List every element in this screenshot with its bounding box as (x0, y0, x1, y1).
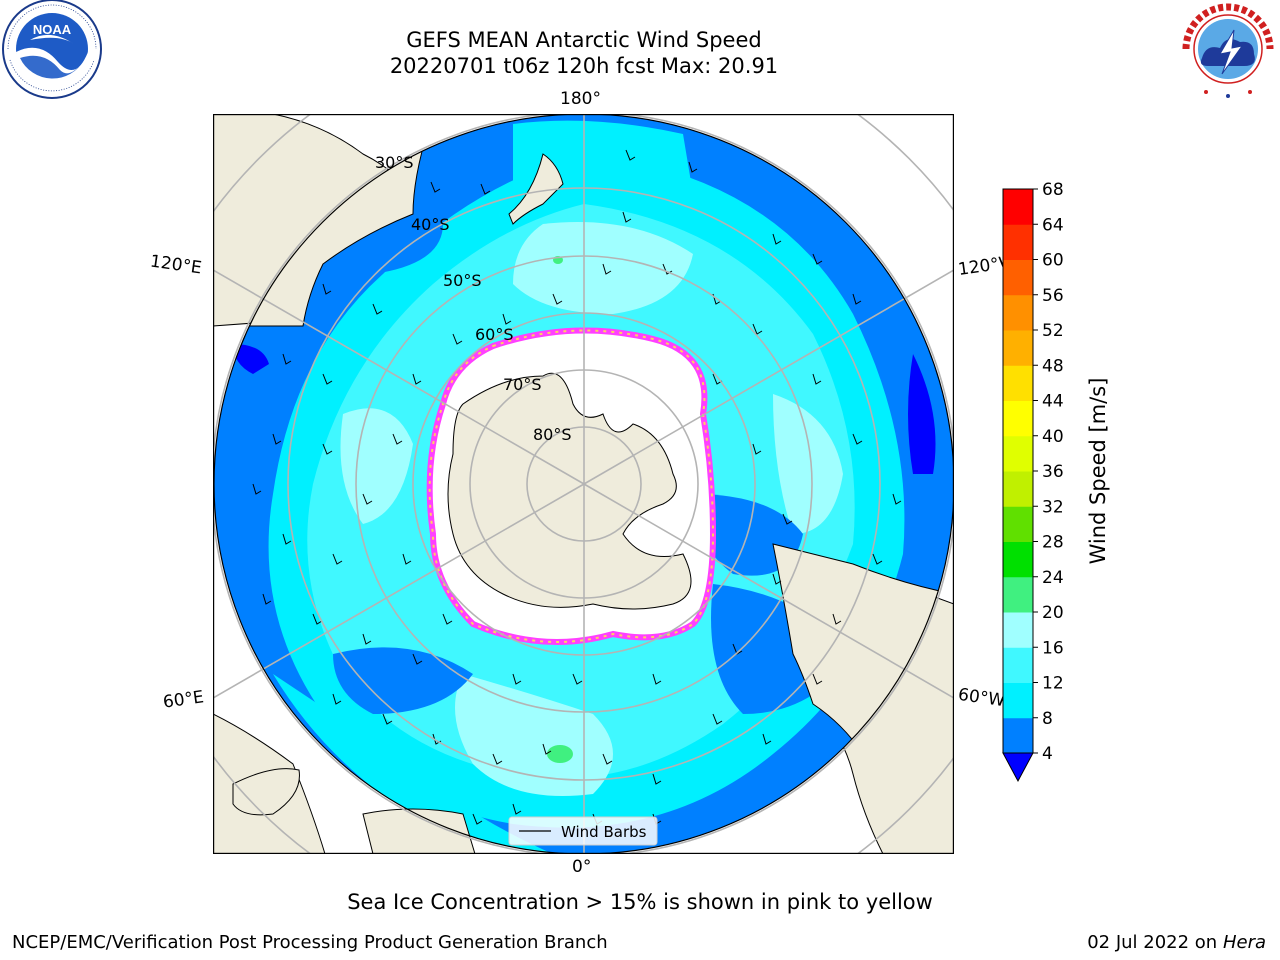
graticule (213, 114, 954, 854)
lat-label-80s: 80°S (533, 425, 572, 444)
land-corner-tl (213, 114, 253, 134)
footer-date-text: 02 Jul 2022 on (1087, 932, 1218, 953)
lat-label-30s: 30°S (375, 153, 414, 172)
lat-label-70s: 70°S (503, 375, 542, 394)
polar-map: 30°S 40°S 50°S 60°S 70°S 80°S Wind Barbs (213, 114, 954, 854)
lon-label-180: 180° (560, 89, 601, 109)
colorbar-tick-label: 40 (1042, 427, 1064, 447)
colorbar-block (1003, 330, 1033, 366)
colorbar-block (1003, 189, 1033, 225)
land-antarctica (447, 372, 692, 610)
legend-label: Wind Barbs (561, 823, 647, 841)
colorbar-extend-arrow (1002, 752, 1034, 783)
footer-host: Hera (1222, 932, 1266, 953)
colorbar-block (1003, 435, 1033, 472)
footer-branch: NCEP/EMC/Verification Post Processing Pr… (12, 932, 608, 953)
wind-field-16-20 (513, 222, 693, 314)
colorbar-tick-label: 12 (1042, 674, 1064, 694)
colorbar-tick-label: 52 (1042, 321, 1064, 341)
lon-label-60e: 60°E (161, 687, 206, 713)
colorbar-tick-label: 16 (1042, 638, 1064, 658)
colorbar-block (1003, 541, 1033, 578)
wind-field-20-24 (547, 745, 573, 763)
nws-logo (1180, 1, 1276, 98)
wind-barbs (252, 149, 902, 825)
colorbar-tick-label: 60 (1042, 251, 1064, 271)
footer-date: 02 Jul 2022 on Hera (1087, 932, 1266, 953)
noaa-logo: NOAA (2, 0, 102, 99)
colorbar-tick-label: 20 (1042, 603, 1064, 623)
lat-label-50s: 50°S (443, 271, 482, 290)
lat-label-60s: 60°S (475, 325, 514, 344)
colorbar-block (1003, 576, 1033, 613)
colorbar-block (1003, 294, 1033, 331)
colorbar-tick-label: 56 (1042, 286, 1064, 306)
lat-label-40s: 40°S (411, 215, 450, 234)
colorbar-tick-label: 4 (1042, 744, 1053, 764)
lon-label-120e: 120°E (148, 251, 203, 279)
land-madagascar (232, 768, 300, 816)
colorbar-block (1003, 647, 1033, 683)
colorbar-tick-label: 36 (1042, 462, 1064, 482)
colorbar-block (1003, 506, 1033, 542)
wind-barbs-legend: Wind Barbs (508, 816, 658, 846)
colorbar-tick-label: 44 (1042, 392, 1064, 412)
colorbar-block (1003, 471, 1033, 507)
colorbar-block (1003, 682, 1033, 719)
colorbar-tick-label: 24 (1042, 568, 1064, 588)
colorbar-block (1003, 259, 1033, 296)
colorbar-block (1003, 612, 1033, 648)
colorbar-tick-label: 64 (1042, 215, 1064, 235)
svg-text:NOAA: NOAA (33, 22, 72, 37)
colorbar-title: Wind Speed [m/s] (1086, 378, 1110, 565)
sea-ice-footnote: Sea Ice Concentration > 15% is shown in … (347, 890, 933, 914)
colorbar-block (1003, 400, 1033, 437)
colorbar-block (1003, 365, 1033, 401)
colorbar-block (1003, 717, 1033, 754)
colorbar-tick-label: 28 (1042, 533, 1064, 553)
map-subtitle: 20220701 t06z 120h fcst Max: 20.91 (389, 54, 779, 78)
map-title: GEFS MEAN Antarctic Wind Speed (406, 28, 762, 52)
colorbar-block (1003, 224, 1033, 260)
colorbar-tick-label: 68 (1042, 180, 1064, 200)
colorbar-tick-label: 8 (1042, 709, 1053, 729)
lon-label-0: 0° (572, 857, 592, 877)
land-newzealand (508, 153, 564, 225)
colorbar-tick-label: 32 (1042, 497, 1064, 517)
colorbar-tick-label: 48 (1042, 356, 1064, 376)
